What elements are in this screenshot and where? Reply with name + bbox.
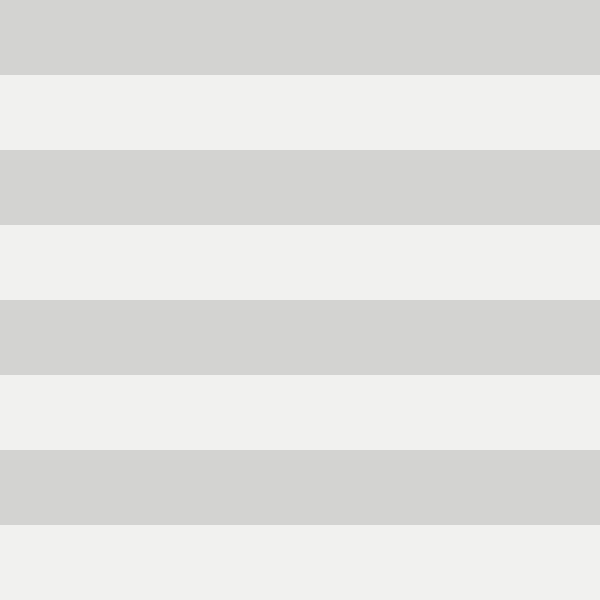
stripe-7 (0, 525, 600, 600)
stripe-3 (0, 225, 600, 300)
stripe-6 (0, 450, 600, 525)
stripe-5 (0, 375, 600, 450)
stripe-4 (0, 300, 600, 375)
stripe-1 (0, 75, 600, 150)
stripe-2 (0, 150, 600, 225)
stripe-0 (0, 0, 600, 75)
